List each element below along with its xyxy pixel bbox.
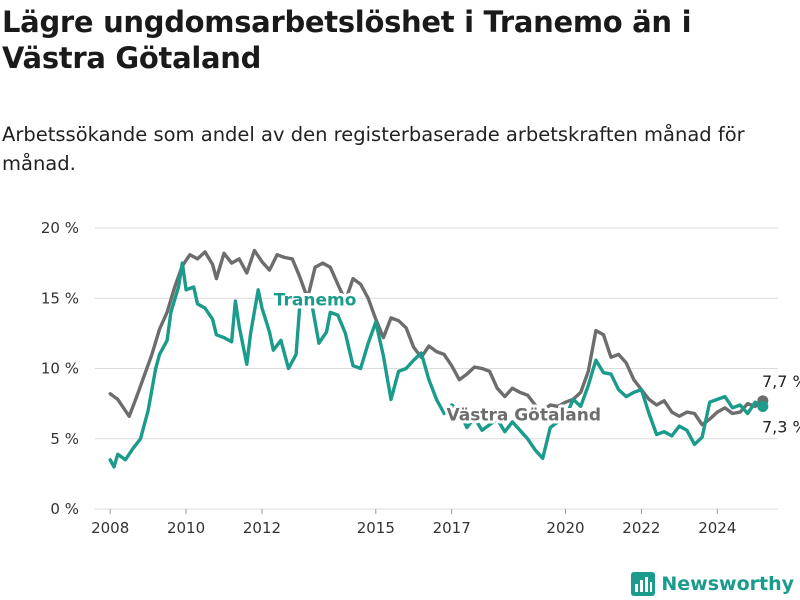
brand-logo: Newsworthy <box>631 572 794 596</box>
x-tick-label: 2020 <box>546 519 584 537</box>
y-tick-label: 15 % <box>41 289 79 307</box>
x-tick-label: 2022 <box>622 519 660 537</box>
series-label-vastra-gotaland-halo: Västra Götaland <box>447 405 602 425</box>
y-tick-label: 0 % <box>50 500 79 518</box>
x-tick-label: 2017 <box>433 519 471 537</box>
x-tick-label: 2012 <box>243 519 281 537</box>
chart-title: Lägre ungdomsarbetslöshet i Tranemo än i… <box>2 5 692 75</box>
series-label-tranemo-halo: Tranemo <box>274 290 357 310</box>
series-label-tranemo: Tranemo <box>274 290 357 310</box>
brand-name: Newsworthy <box>661 573 794 595</box>
y-tick-label: 5 % <box>50 430 79 448</box>
end-value-label-vastra-gotaland: 7,7 % <box>762 372 800 391</box>
x-tick-label: 2024 <box>698 519 736 537</box>
series-line-tranemo <box>108 261 765 469</box>
x-tick-label: 2015 <box>357 519 395 537</box>
chart-subtitle: Arbetssökande som andel av den registerb… <box>2 123 745 175</box>
series-line-vastra-gotaland <box>108 248 765 427</box>
y-tick-label: 20 % <box>41 219 79 237</box>
end-value-label-tranemo: 7,3 % <box>762 417 800 436</box>
series-label-vastra-gotaland: Västra Götaland <box>447 405 602 425</box>
bar-chart-logo-icon <box>631 572 656 596</box>
x-tick-label: 2010 <box>167 519 205 537</box>
y-tick-label: 10 % <box>41 360 79 378</box>
x-tick-label: 2008 <box>91 519 129 537</box>
end-marker-tranemo <box>757 400 769 412</box>
